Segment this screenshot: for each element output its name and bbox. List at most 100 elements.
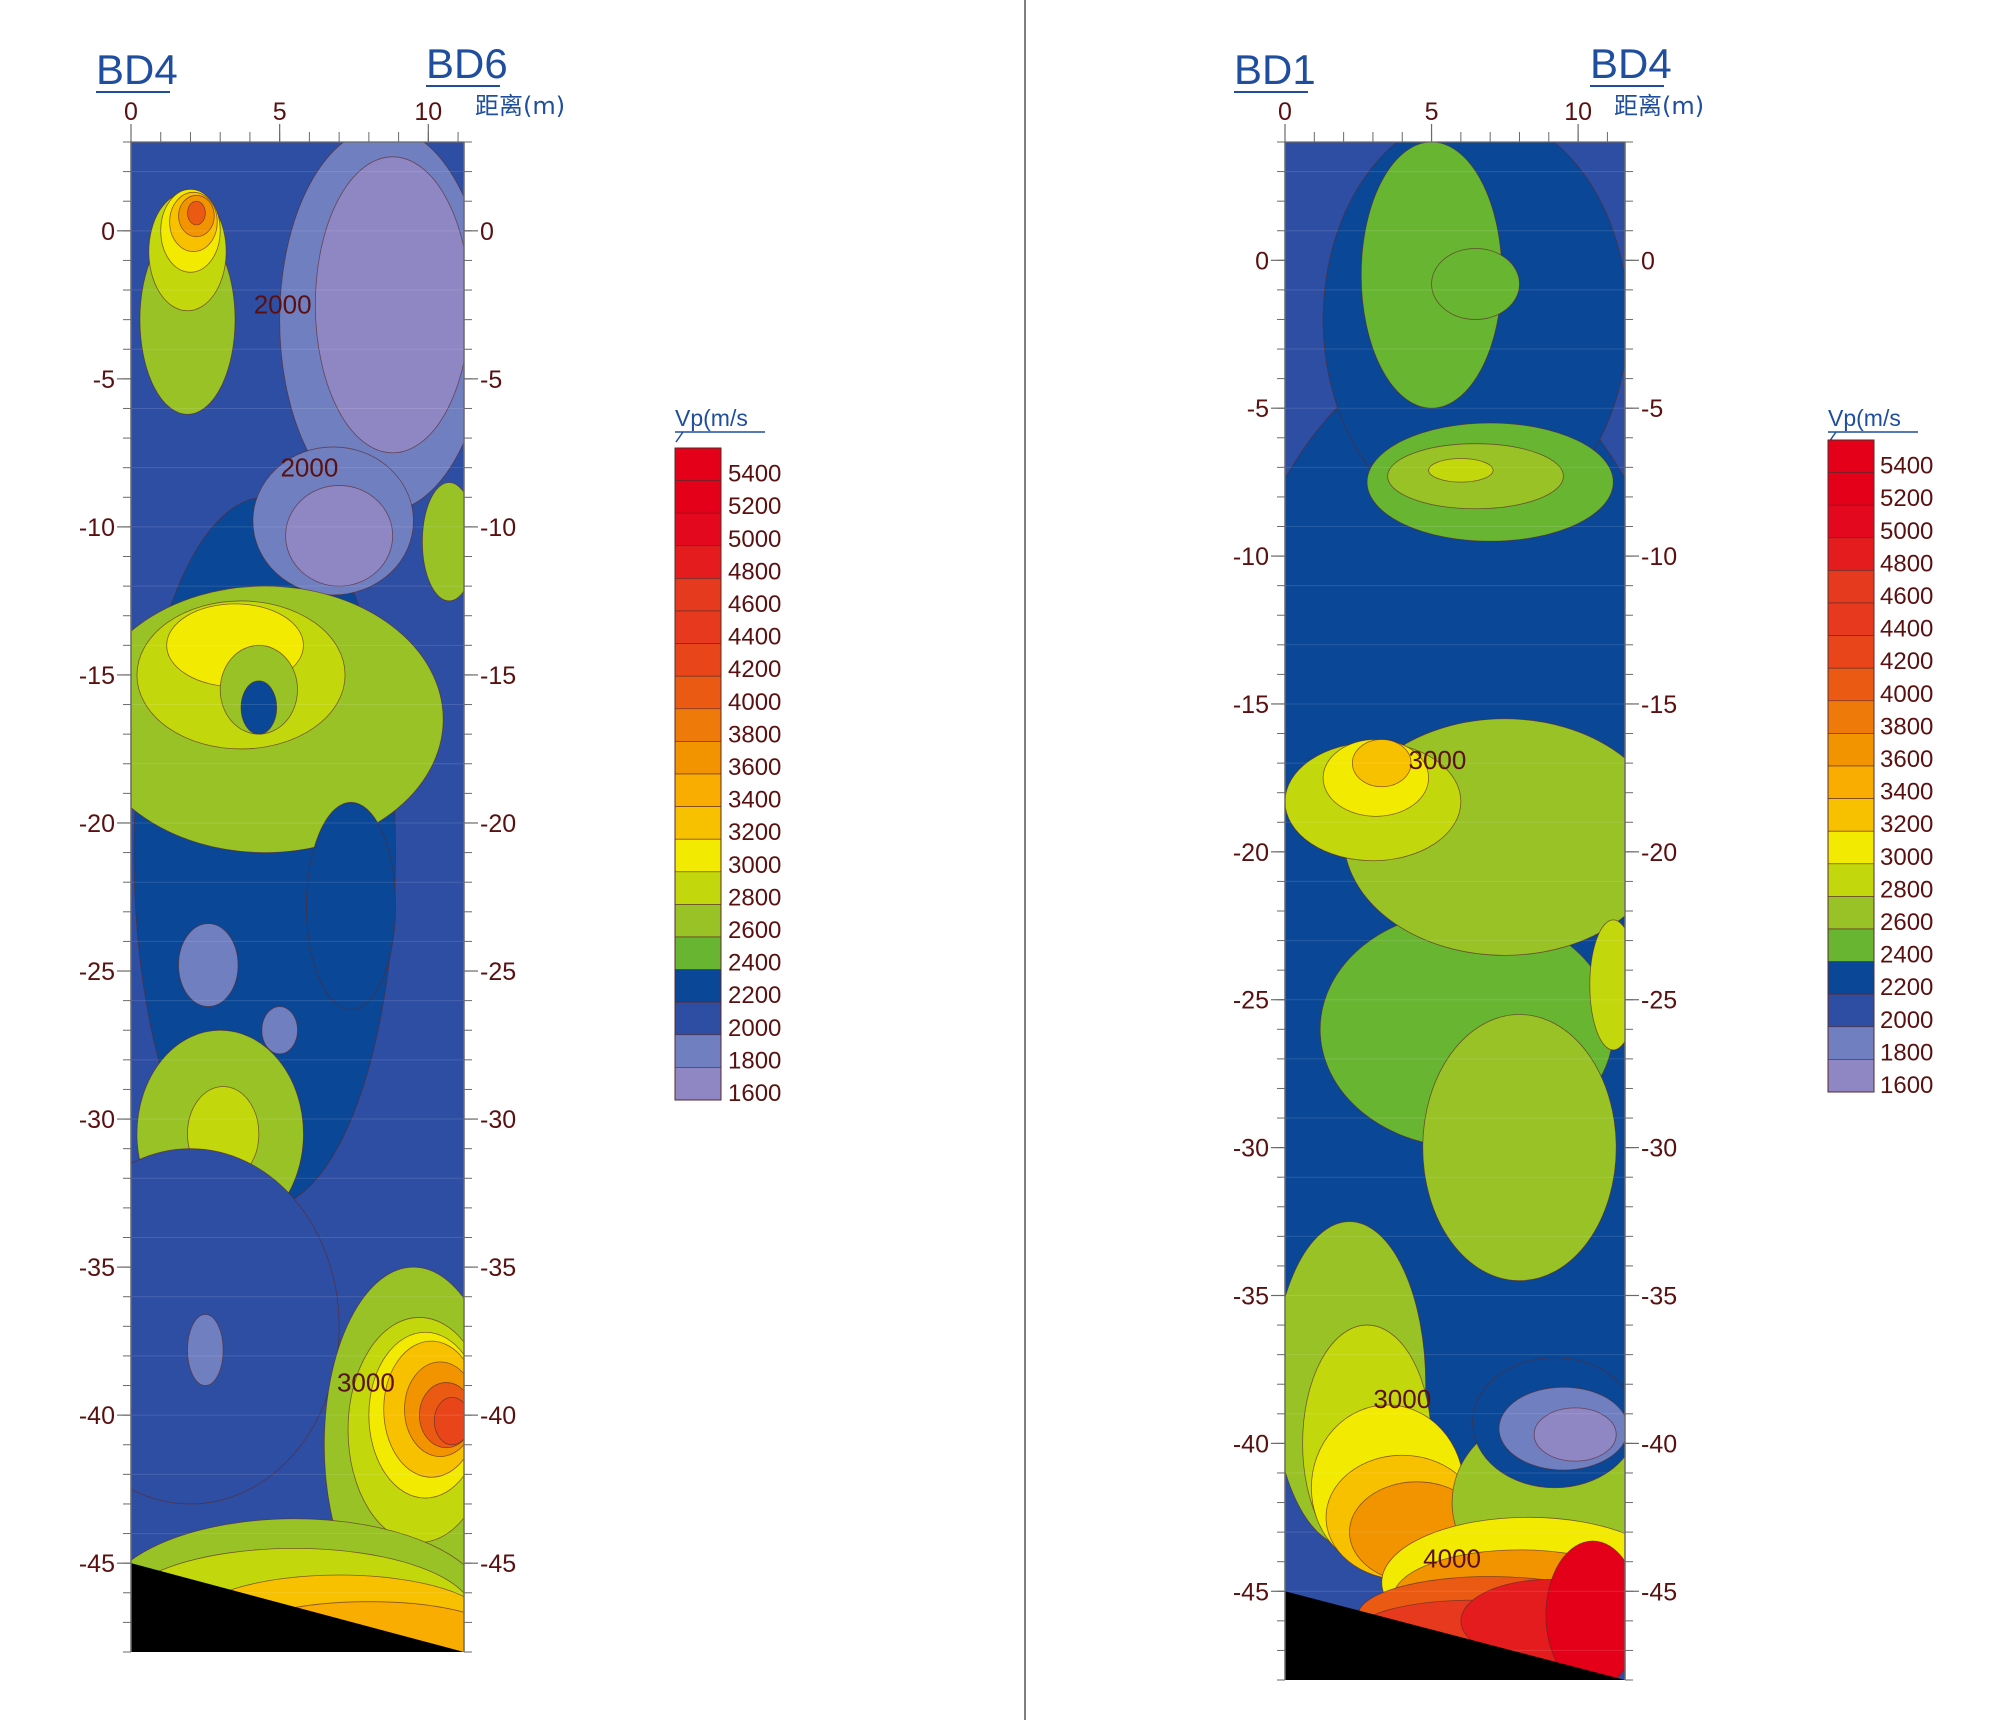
legend-label: 3200 (1880, 811, 1933, 838)
legend-label: 1600 (1880, 1072, 1933, 1099)
legend-swatch-2400 (674, 936, 722, 970)
legend-label: 3600 (728, 754, 781, 781)
legend-label: 2800 (1880, 876, 1933, 903)
y-tick-label-right: -35 (1641, 1283, 1677, 1311)
legend-frame (1827, 439, 1875, 1093)
legend-label: 4600 (728, 591, 781, 618)
legend-swatch-3800 (674, 708, 722, 742)
y-tick-label-right: -35 (480, 1254, 516, 1282)
legend-label: 3000 (1880, 844, 1933, 871)
y-tick-label-right: -5 (480, 366, 502, 394)
legend-label: 5000 (1880, 518, 1933, 545)
legend-label: 2400 (728, 950, 781, 977)
legend-swatch-5200 (674, 480, 722, 514)
y-tick-label-left: -45 (1233, 1578, 1269, 1606)
y-tick-label-right: -30 (1641, 1135, 1677, 1163)
legend-label: 4200 (1880, 648, 1933, 675)
legend-label: 2000 (728, 1015, 781, 1042)
legend-label: 4000 (728, 689, 781, 716)
y-tick-label-left: -20 (1233, 839, 1269, 867)
y-tick-label-left: -45 (79, 1550, 115, 1578)
legend-label: 2800 (728, 884, 781, 911)
y-tick-label-left: -25 (1233, 987, 1269, 1015)
legend-title: Vp(m/s (1828, 405, 1901, 431)
contour-label: 2000 (280, 453, 338, 483)
bore-label-right: BD6 (426, 40, 508, 87)
velocity-zone-2000 (131, 1148, 340, 1505)
legend-label: 4800 (1880, 550, 1933, 577)
legend: Vp(m/s 5400 5200 5000 4800 4600 4400 4200 4000 3… (1827, 405, 1933, 1099)
legend-swatch-4400 (1827, 602, 1875, 636)
legend-label: 4400 (1880, 616, 1933, 643)
legend-swatch-3200 (1827, 798, 1875, 832)
velocity-zone-2800 (1589, 919, 1625, 1051)
legend-label: 5200 (728, 493, 781, 520)
legend-label: 4600 (1880, 583, 1933, 610)
contour-labels: 3000 3000 4000 (1373, 745, 1481, 1574)
legend-label: 3800 (1880, 713, 1933, 740)
legend-label: 2000 (1880, 1007, 1933, 1034)
y-tick-label-right: -25 (1641, 987, 1677, 1015)
bore-label-left: BD1 (1234, 46, 1316, 93)
legend-swatch-4600 (674, 578, 722, 612)
y-tick-label-left: -30 (79, 1106, 115, 1134)
legend-title: Vp(m/s (675, 405, 748, 431)
contour-label: 2000 (254, 290, 312, 320)
legend-label: 4800 (728, 558, 781, 585)
legend-swatch-3600 (1827, 733, 1875, 767)
contour-plot (1285, 142, 1625, 1680)
legend-swatch-2600 (1827, 896, 1875, 930)
legend-swatch-2800 (1827, 863, 1875, 897)
legend-swatch-5400 (674, 447, 722, 481)
contour-label: 3000 (337, 1367, 395, 1397)
y-tick-label-left: -30 (1233, 1135, 1269, 1163)
legend-swatch-5200 (1827, 472, 1875, 506)
y-tick-label-right: -10 (480, 514, 516, 542)
bore-label-left: BD4 (96, 46, 178, 93)
y-tick-label-right: 0 (480, 218, 494, 246)
y-tick-label-left: -10 (1233, 543, 1269, 571)
x-tick-label: 5 (273, 98, 287, 126)
legend: Vp(m/s 5400 5200 5000 4800 4600 4400 4200 4000 3… (674, 405, 781, 1107)
velocity-zone-4200 (433, 1396, 464, 1446)
velocity-zone-5400 (1545, 1540, 1625, 1680)
legend-label: 3000 (728, 852, 781, 879)
legend-swatch-5400 (1827, 439, 1875, 473)
legend-swatch-4800 (674, 545, 722, 579)
legend-label: 2200 (1880, 974, 1933, 1001)
bottom-boundary (131, 1563, 464, 1652)
y-tick-label-left: 0 (101, 218, 115, 246)
legend-swatch-1600 (1827, 1059, 1875, 1093)
legend-label: 5400 (1880, 453, 1933, 480)
legend-swatch-1800 (1827, 1026, 1875, 1060)
bore-label-right: BD4 (1590, 40, 1672, 87)
y-tick-label-right: -15 (480, 662, 516, 690)
legend-swatch-4400 (674, 610, 722, 644)
legend-swatch-2000 (674, 1001, 722, 1036)
velocity-zone-1800 (178, 923, 239, 1007)
y-tick-label-left: -40 (1233, 1430, 1269, 1458)
y-tick-label-right: -30 (480, 1106, 516, 1134)
y-tick-label-left: -25 (79, 958, 115, 986)
y-tick-label-left: -40 (79, 1402, 115, 1430)
legend-label: 2600 (1880, 909, 1933, 936)
legend-label: 4400 (728, 624, 781, 651)
y-tick-label-left: -5 (93, 366, 115, 394)
legend-swatch-3000 (674, 838, 722, 873)
legend-swatch-2800 (674, 871, 722, 905)
y-tick-label-right: -40 (480, 1402, 516, 1430)
bottom-boundary (1285, 1591, 1625, 1680)
y-tick-label-left: -15 (79, 662, 115, 690)
x-tick-label: 0 (124, 98, 138, 126)
velocity-zone-1800 (187, 1314, 224, 1386)
x-tick-label: 0 (1278, 98, 1292, 126)
contour-plot (131, 142, 464, 1652)
legend-label: 3400 (1880, 779, 1933, 806)
legend-swatch-2200 (674, 969, 722, 1003)
x-axis-unit: 距离(m) (475, 92, 565, 120)
legend-swatch-3800 (1827, 700, 1875, 734)
x-tick-label: 5 (1425, 98, 1439, 126)
panel-right: BD1 BD4 距离(m) 0 5 10 0 0 -5 -5 -10 -10 -15 -15 -20 -… (1233, 40, 1933, 1681)
